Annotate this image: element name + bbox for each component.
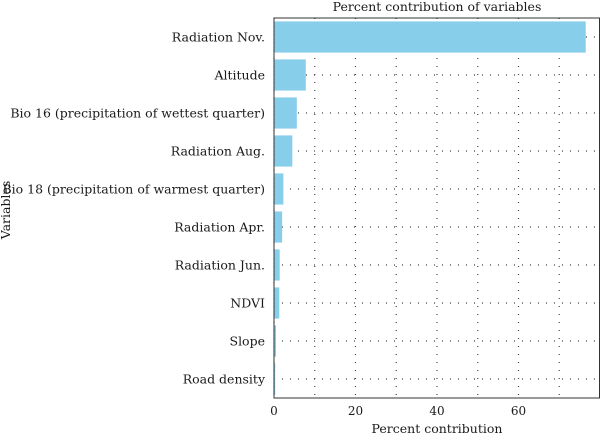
category-label: Bio 18 (precipitation of warmest quarter… <box>2 182 265 197</box>
chart-title: Percent contribution of variables <box>333 0 542 14</box>
grid <box>273 18 600 398</box>
x-axis-label: Percent contribution <box>372 421 503 436</box>
category-label: Radiation Nov. <box>172 30 265 45</box>
category-label: Slope <box>230 334 266 349</box>
bar <box>274 135 293 167</box>
bar <box>274 173 284 205</box>
category-label: Bio 16 (precipitation of wettest quarter… <box>10 106 265 121</box>
category-label: NDVI <box>230 296 265 311</box>
category-label: Altitude <box>213 68 265 83</box>
bar <box>274 325 277 357</box>
bar <box>274 287 280 319</box>
x-tick-label: 40 <box>429 404 444 418</box>
x-tick-label: 60 <box>511 404 526 418</box>
bar <box>274 59 306 91</box>
y-axis-label: Variables <box>0 181 13 241</box>
category-label: Radiation Aug. <box>171 144 265 159</box>
bar <box>274 97 297 129</box>
category-label: Road density <box>183 372 266 387</box>
bar <box>274 211 283 243</box>
category-label: Radiation Apr. <box>174 220 265 235</box>
x-tick-label: 20 <box>348 404 363 418</box>
category-label: Radiation Jun. <box>175 258 265 273</box>
bars <box>274 21 586 395</box>
bar <box>274 21 586 53</box>
bar <box>274 363 276 395</box>
x-tick-label: 0 <box>270 404 278 418</box>
category-labels: Radiation Nov. Altitude Bio 16 (precipitat… <box>2 30 265 387</box>
bar <box>274 249 280 281</box>
x-tick-labels: 0 20 40 60 <box>270 404 526 418</box>
